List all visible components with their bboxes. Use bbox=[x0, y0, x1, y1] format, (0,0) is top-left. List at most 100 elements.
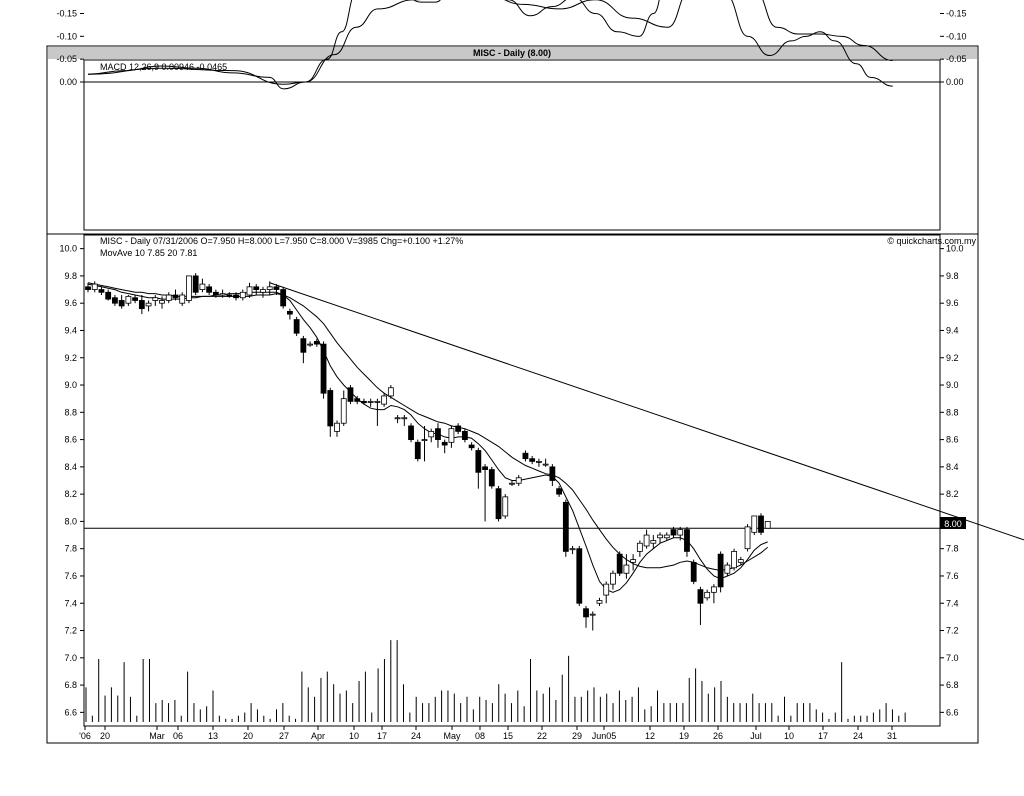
candle bbox=[697, 586, 704, 626]
macd-left-axis: 0.00-0.05-0.10-0.15-0.20-0.25-0.30 bbox=[56, 9, 84, 87]
candle bbox=[118, 295, 125, 309]
price-tick-label-right: 6.6 bbox=[946, 707, 959, 717]
candle bbox=[152, 295, 159, 306]
candle bbox=[710, 584, 717, 604]
chart-title: MISC - Daily (8.00) bbox=[473, 48, 551, 58]
price-tick-label-right: 8.8 bbox=[946, 407, 959, 417]
candle bbox=[300, 335, 307, 364]
price-tick-label-right: 7.8 bbox=[946, 544, 959, 554]
candle bbox=[286, 308, 293, 320]
macd-tick-label-right: -0.05 bbox=[946, 54, 967, 64]
candle bbox=[603, 581, 610, 604]
candle bbox=[657, 532, 663, 544]
price-tick-label-right: 7.6 bbox=[946, 571, 959, 581]
price-tick-label-left: 10.0 bbox=[59, 244, 77, 254]
candle bbox=[475, 447, 482, 489]
candle bbox=[468, 442, 475, 451]
candle bbox=[670, 526, 677, 538]
candle bbox=[758, 513, 764, 536]
price-tick-label-right: 9.2 bbox=[946, 353, 959, 363]
candle bbox=[327, 387, 334, 437]
candle bbox=[132, 295, 139, 304]
candle bbox=[226, 292, 233, 298]
candle bbox=[482, 464, 488, 522]
x-tick-label: 17 bbox=[377, 731, 387, 741]
candle bbox=[260, 286, 266, 298]
macd-tick-label-right: 0.00 bbox=[946, 77, 964, 87]
candle bbox=[145, 300, 152, 312]
candle bbox=[192, 273, 199, 296]
candle bbox=[495, 485, 502, 522]
volume-bars bbox=[85, 640, 906, 722]
candle bbox=[677, 526, 684, 541]
candle bbox=[219, 289, 226, 298]
candle bbox=[737, 556, 744, 566]
candle bbox=[536, 458, 542, 467]
price-tick-label-left: 8.4 bbox=[64, 462, 77, 472]
candle bbox=[381, 393, 388, 407]
price-tick-label-left: 7.8 bbox=[64, 544, 77, 554]
candle bbox=[751, 515, 758, 536]
candle bbox=[199, 278, 206, 293]
candle bbox=[212, 289, 219, 298]
watermark: © quickcharts.com.my bbox=[887, 236, 976, 246]
candle bbox=[401, 415, 408, 426]
candle bbox=[138, 295, 145, 315]
price-left-axis: 10.0 9.8 9.6 9.4 9.2 9.0 8.8 8.6 8.4 8.2 8.0 7.8 7.6… bbox=[59, 244, 84, 717]
price-tick-label-left: 8.0 bbox=[64, 516, 77, 526]
x-tick-label: 08 bbox=[475, 731, 485, 741]
candle bbox=[488, 466, 495, 489]
x-tick-label: 06 bbox=[173, 731, 183, 741]
candle bbox=[85, 282, 91, 293]
candle bbox=[623, 554, 630, 579]
price-tick-label-left: 9.2 bbox=[64, 353, 77, 363]
candle bbox=[253, 284, 260, 296]
candle bbox=[502, 494, 509, 519]
candle bbox=[125, 295, 132, 306]
candle bbox=[367, 398, 374, 407]
macd-panel bbox=[83, 59, 941, 231]
candle bbox=[112, 295, 118, 306]
price-tick-label-right: 7.4 bbox=[946, 598, 959, 608]
price-tick-label-left: 6.6 bbox=[64, 707, 77, 717]
price-tick-label-left: 9.6 bbox=[64, 298, 77, 308]
candle bbox=[361, 398, 367, 405]
candle bbox=[421, 425, 428, 462]
x-tick-label: Mar bbox=[149, 731, 165, 741]
x-tick-label: 12 bbox=[645, 731, 655, 741]
macd-right-axis: 0.00-0.05-0.10-0.15-0.20-0.25-0.30 bbox=[940, 9, 967, 87]
macd-tick-label-left: -0.10 bbox=[56, 31, 77, 41]
macd-tick-label-right: -0.15 bbox=[946, 9, 967, 19]
price-tick-label-right: 6.8 bbox=[946, 680, 959, 690]
x-tick-label: 15 bbox=[503, 731, 513, 741]
candle bbox=[717, 551, 724, 593]
macd-tick-label-left: 0.00 bbox=[59, 77, 77, 87]
candle bbox=[266, 281, 273, 296]
price-tick-label-right: 8.6 bbox=[946, 435, 959, 445]
candle bbox=[414, 439, 421, 462]
price-tick-label-left: 9.8 bbox=[64, 271, 77, 281]
candle bbox=[293, 316, 300, 336]
x-tick-label: 22 bbox=[537, 731, 547, 741]
x-tick-label: Jun05 bbox=[592, 731, 617, 741]
x-tick-label: 17 bbox=[818, 731, 828, 741]
candle bbox=[354, 395, 361, 405]
candle bbox=[179, 292, 186, 306]
x-tick-label: 26 bbox=[713, 731, 723, 741]
candle bbox=[186, 275, 192, 304]
candle bbox=[441, 439, 448, 454]
ma20-line bbox=[87, 282, 769, 572]
candle bbox=[562, 499, 569, 557]
macd-label: MACD 12,26,9 0.00946 -0.0465 bbox=[100, 62, 227, 72]
candle bbox=[340, 390, 347, 426]
x-tick-label: Jul bbox=[750, 731, 762, 741]
macd-tick-label-left: -0.05 bbox=[56, 54, 77, 64]
candle bbox=[273, 284, 280, 296]
last-price-label: 8.00 bbox=[944, 519, 962, 529]
x-tick-label: 20 bbox=[100, 731, 110, 741]
price-header: MISC - Daily 07/31/2006 O=7.950 H=8.000 … bbox=[100, 236, 463, 246]
candle bbox=[684, 526, 690, 557]
chart-frame bbox=[46, 45, 979, 744]
candle bbox=[387, 385, 394, 399]
